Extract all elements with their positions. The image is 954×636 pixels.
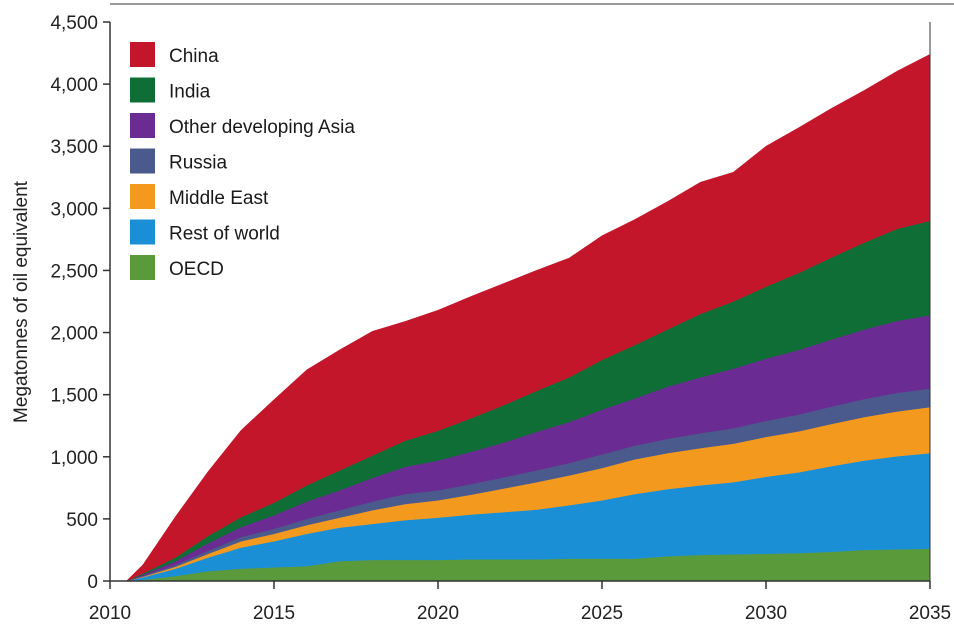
y-tick-label: 2,000 xyxy=(50,324,98,345)
y-tick-label: 3,000 xyxy=(50,199,98,220)
x-tick-label: 2030 xyxy=(745,603,787,624)
legend: China India Other developing Asia Russia Mid… xyxy=(130,42,355,280)
legend-swatch-oecd xyxy=(130,255,155,280)
x-tick-label: 2020 xyxy=(417,603,459,624)
y-tick-label: 1,500 xyxy=(50,386,98,407)
legend-swatch-middle-east xyxy=(130,184,155,209)
y-tick-label: 4,000 xyxy=(50,75,98,96)
x-tick-label: 2015 xyxy=(253,603,295,624)
axes-group xyxy=(109,3,954,582)
area-series-group xyxy=(126,53,931,582)
legend-label-russia: Russia xyxy=(169,153,228,174)
x-tick-label: 2025 xyxy=(581,603,623,624)
legend-label-china: China xyxy=(169,46,219,67)
y-tick-label: 4,500 xyxy=(50,13,98,34)
x-tick-group: 2010 2015 2020 2025 2030 2035 xyxy=(89,581,951,624)
y-tick-label: 0 xyxy=(87,572,98,593)
y-tick-label: 1,000 xyxy=(50,448,98,469)
y-tick-label: 3,500 xyxy=(50,137,98,158)
legend-label-other-developing-asia: Other developing Asia xyxy=(169,117,355,138)
legend-swatch-india xyxy=(130,77,155,103)
legend-label-rest-of-world: Rest of world xyxy=(169,224,280,245)
legend-label-india: India xyxy=(169,82,211,103)
y-tick-label: 2,500 xyxy=(50,261,98,282)
legend-swatch-other-developing-asia xyxy=(130,113,155,138)
legend-swatch-rest-of-world xyxy=(130,219,155,245)
x-tick-label: 2035 xyxy=(909,603,951,624)
legend-swatch-china xyxy=(130,42,155,67)
x-tick-label: 2010 xyxy=(89,603,131,624)
legend-label-oecd: OECD xyxy=(169,259,224,280)
y-tick-label: 500 xyxy=(66,510,98,531)
y-tick-group: 0 500 1,000 1,500 2,000 2,500 3,000 3,500 4,000 4… xyxy=(50,13,110,593)
legend-label-middle-east: Middle East xyxy=(169,188,269,209)
legend-swatch-russia xyxy=(130,148,155,174)
y-axis-title: Megatonnes of oil equivalent xyxy=(11,180,32,423)
